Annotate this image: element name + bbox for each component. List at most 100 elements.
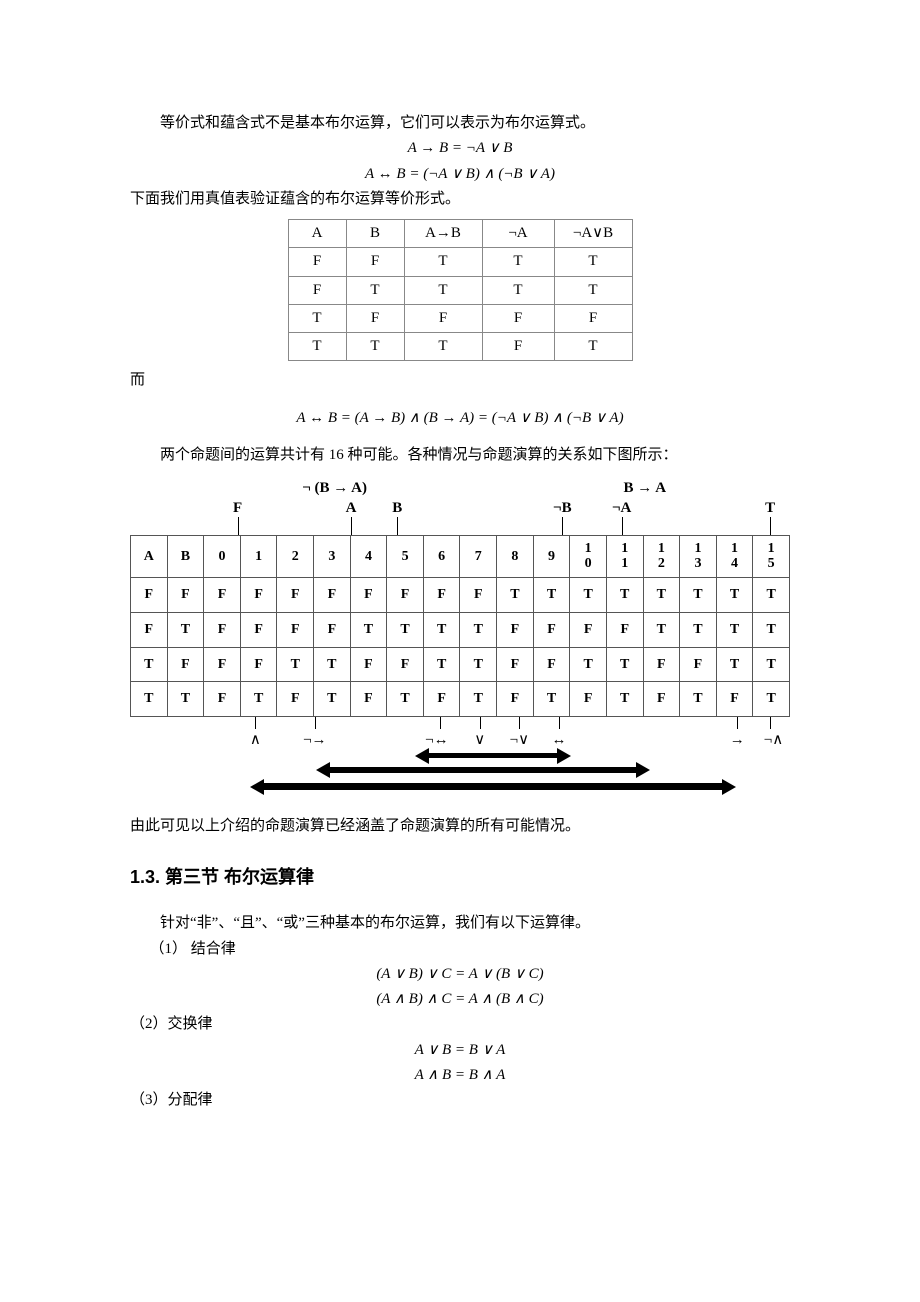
table2-cell: T [716, 613, 753, 648]
diagram-tick [255, 717, 256, 729]
table2-header-cell: 10 [570, 536, 607, 578]
diagram-bottom-operator: ¬∧ [764, 729, 783, 752]
table2-cell: F [423, 578, 460, 613]
table2-cell: F [497, 613, 534, 648]
table2-cell: F [314, 578, 351, 613]
truth-table-implication: ABA→B¬A¬A∨B FFTTTFTTTTTFFFFTTTFT [288, 219, 633, 361]
table2-header-cell: B [167, 536, 204, 578]
table2-cell: T [314, 682, 351, 717]
table1-cell: T [346, 333, 404, 361]
table2-header-cell: 1 [240, 536, 277, 578]
table1-cell: T [404, 248, 482, 276]
table2-cell: F [643, 647, 680, 682]
law-2-formula-1: A ∨ B = B ∨ A [130, 1039, 790, 1062]
table2-cell: T [460, 647, 497, 682]
table-row: FTFFFFTTTTFFFFTTTT [131, 613, 790, 648]
table2-cell: T [606, 647, 643, 682]
diagram-mid-labels: FAB¬B¬AT [130, 497, 790, 517]
law-3-title: （3）分配律 [130, 1089, 790, 1112]
table1-cell: T [482, 248, 554, 276]
table2-cell: F [606, 613, 643, 648]
table1-header-cell: ¬A∨B [554, 220, 632, 248]
table2-cell: T [240, 682, 277, 717]
table2-cell: T [643, 613, 680, 648]
table2-header-cell: 6 [423, 536, 460, 578]
diagram-tick [351, 517, 352, 535]
table2-cell: F [350, 682, 387, 717]
table1-cell: F [404, 304, 482, 332]
table2-header-cell: 2 [277, 536, 314, 578]
law-2-title: （2）交换律 [130, 1013, 790, 1036]
table2-cell: F [350, 578, 387, 613]
law-1-formula-1: (A ∨ B) ∨ C = A ∨ (B ∨ C) [130, 963, 790, 986]
law-2-formula-2: A ∧ B = B ∧ A [130, 1064, 790, 1087]
law-1-title: （1） 结合律 [150, 938, 791, 961]
table2-cell: F [387, 578, 424, 613]
diagram-tick [519, 717, 520, 729]
table2-cell: F [423, 682, 460, 717]
diagram-bottom-operator: ∨ [474, 729, 485, 752]
table2-cell: F [277, 578, 314, 613]
table1-header-cell: B [346, 220, 404, 248]
table2-cell: F [497, 682, 534, 717]
diagram-tick [397, 517, 398, 535]
table2-cell: T [423, 647, 460, 682]
table2-cell: F [240, 647, 277, 682]
table2-cell: F [277, 682, 314, 717]
table1-cell: T [554, 333, 632, 361]
table2-header-cell: 11 [606, 536, 643, 578]
diagram-bottom-operators: ∧¬→¬↔∨¬∨↔→¬∧ [130, 729, 790, 751]
table-row: FFFFFFFFFFTTTTTTTT [131, 578, 790, 613]
section-intro: 针对“非”、“且”、“或”三种基本的布尔运算，我们有以下运算律。 [130, 912, 790, 935]
intro-paragraph-2: 下面我们用真值表验证蕴含的布尔运算等价形式。 [130, 188, 790, 211]
diagram-tick [480, 717, 481, 729]
table1-cell: T [288, 304, 346, 332]
diagram-bottom-operator: ¬∨ [510, 729, 529, 752]
table2-header-cell: 15 [753, 536, 790, 578]
table2-cell: F [387, 647, 424, 682]
section-heading-1-3: 1.3. 第三节 布尔运算律 [130, 864, 790, 892]
table2-cell: F [240, 578, 277, 613]
table2-cell: T [753, 647, 790, 682]
table2-header-cell: 7 [460, 536, 497, 578]
table2-cell: T [753, 682, 790, 717]
table2-cell: F [167, 578, 204, 613]
paragraph-conclusion: 由此可见以上介绍的命题演算已经涵盖了命题演算的所有可能情况。 [130, 815, 790, 838]
diagram-tick [440, 717, 441, 729]
table2-header-cell: 0 [204, 536, 241, 578]
table2-cell: T [423, 613, 460, 648]
diagram-tick [770, 717, 771, 729]
table2-cell: T [387, 613, 424, 648]
diagram-tick [315, 717, 316, 729]
sixteen-ops-diagram: ¬ (B → A)B → A FAB¬B¬AT AB01234567891011… [130, 477, 790, 811]
table2-cell: T [167, 682, 204, 717]
diagram-double-arrow [328, 767, 638, 773]
table2-cell: F [240, 613, 277, 648]
table2-header-cell: 3 [314, 536, 351, 578]
diagram-double-arrow [262, 783, 724, 790]
table2-cell: T [533, 682, 570, 717]
diagram-double-arrow [427, 753, 559, 758]
table1-header-cell: ¬A [482, 220, 554, 248]
table2-header-cell: 14 [716, 536, 753, 578]
diagram-tick [238, 517, 239, 535]
table2-cell: F [570, 682, 607, 717]
table-row: TFFFTTFFTTFFTTFFTT [131, 647, 790, 682]
diagram-bottom-ticks [130, 717, 790, 729]
table2-cell: T [753, 578, 790, 613]
table1-cell: T [554, 276, 632, 304]
table1-header-cell: A→B [404, 220, 482, 248]
table2-cell: T [167, 613, 204, 648]
formula-implication: A → B = ¬A ∨ B [130, 137, 790, 160]
table1-cell: F [482, 333, 554, 361]
table2-cell: T [643, 578, 680, 613]
table1-cell: F [288, 248, 346, 276]
table2-cell: F [167, 647, 204, 682]
table-row: FFTTT [288, 248, 632, 276]
diagram-top-labels: ¬ (B → A)B → A [130, 477, 790, 497]
table2-cell: T [131, 647, 168, 682]
table2-header-cell: 9 [533, 536, 570, 578]
table2-cell: F [497, 647, 534, 682]
table-row: TTFTFTFTFTFTFTFTFT [131, 682, 790, 717]
table2-cell: T [680, 682, 717, 717]
